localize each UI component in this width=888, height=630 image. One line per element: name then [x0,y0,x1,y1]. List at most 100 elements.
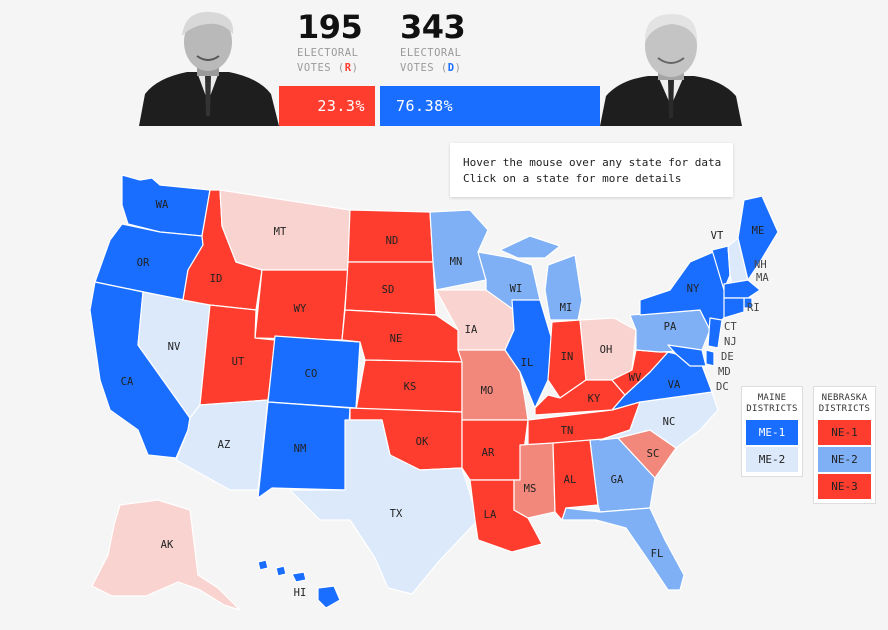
district-NE-3[interactable]: NE-3 [818,474,871,499]
republican-candidate-portrait [137,6,279,126]
maine-legend-title-line1: MAINE [757,393,787,403]
state-NJ[interactable] [707,317,723,349]
label-TX: TX [390,508,403,520]
label-AK: AK [161,539,174,551]
district-ME-1[interactable]: ME-1 [746,420,798,445]
nebraska-legend-title: NEBRASKA DISTRICTS [814,393,875,415]
state-MD[interactable] [667,344,707,367]
label-MS: MS [524,483,537,495]
district-NE-2[interactable]: NE-2 [818,447,871,472]
ev-label-line2: VOTES (R) [297,62,359,74]
label-OK: OK [416,436,429,448]
label-NH: NH [754,259,767,271]
state-NM[interactable] [257,401,351,499]
label-WI: WI [510,283,523,295]
party-tag-d: D [447,62,455,74]
label-DE: DE [721,351,734,363]
district-ME-2[interactable]: ME-2 [746,447,798,472]
label-ID: ID [210,273,223,285]
label-ME: ME [752,225,765,237]
label-MN: MN [450,256,463,268]
label-NM: NM [294,443,307,455]
state-AR[interactable] [461,419,529,481]
label-WV: WV [629,372,642,384]
label-VT: VT [711,230,724,242]
label-IA: IA [465,324,478,336]
state-labels: WA OR CA NV ID MT WY UT AZ CO NM ND SD N… [121,199,770,599]
label-RI: RI [747,302,760,314]
ev-label-line2: VOTES (D) [400,62,462,74]
nebraska-districts-legend: NEBRASKA DISTRICTS NE-1 NE-2 NE-3 [813,386,876,504]
label-CT: CT [724,321,737,333]
label-WY: WY [294,303,307,315]
state-MA[interactable] [723,279,761,299]
label-NY: NY [687,283,700,295]
label-GA: GA [611,474,624,486]
instruction-tooltip: Hover the mouse over any state for data … [450,143,733,197]
state-CT[interactable] [723,297,745,319]
nebraska-legend-title-line1: NEBRASKA [821,393,868,403]
party-tag-r: R [344,62,352,74]
label-OH: OH [600,344,613,356]
label-MI: MI [560,302,573,314]
republican-electoral-votes: 195 [297,8,363,46]
ev-label-votes: VOTES [297,62,332,74]
label-WA: WA [156,199,169,211]
state-HI[interactable] [257,559,341,609]
maine-legend-title: MAINE DISTRICTS [742,393,802,415]
label-AZ: AZ [218,439,231,451]
label-LA: LA [484,509,497,521]
state-DE[interactable] [705,349,715,367]
label-AR: AR [482,447,495,459]
label-NV: NV [168,341,181,353]
ev-label-line1: ELECTORAL [400,47,462,59]
democrat-electoral-votes: 343 [400,8,466,46]
republican-ev-label: ELECTORAL VOTES (R) [297,46,358,76]
label-KS: KS [404,381,417,393]
label-MT: MT [274,226,287,238]
label-SD: SD [382,284,395,296]
label-TN: TN [561,425,574,437]
ev-label-votes: VOTES [400,62,435,74]
state-TX[interactable] [289,419,479,595]
label-CO: CO [305,368,318,380]
label-DC: DC [716,381,729,393]
district-NE-1[interactable]: NE-1 [818,420,871,445]
label-NJ: NJ [724,336,737,348]
maine-legend-title-line2: DISTRICTS [746,404,798,414]
democrat-ev-label: ELECTORAL VOTES (D) [400,46,461,76]
state-MN[interactable] [429,209,489,291]
label-MO: MO [481,385,494,397]
label-IN: IN [561,351,574,363]
state-MS[interactable] [513,442,556,519]
democrat-candidate-portrait [600,6,742,126]
democrat-vote-share: 76.38% [396,97,454,115]
republican-vote-share: 23.3% [317,97,365,115]
label-MA: MA [756,272,769,284]
label-SC: SC [647,448,660,460]
label-NC: NC [663,416,676,428]
label-VA: VA [668,379,681,391]
label-CA: CA [121,376,134,388]
label-MD: MD [718,366,731,378]
label-PA: PA [664,321,677,333]
state-FL[interactable] [561,507,685,591]
democrat-vote-share-bar: 76.38% [380,86,600,126]
state-MI-up[interactable] [499,235,561,259]
tooltip-line-hover: Hover the mouse over any state for data [463,156,722,169]
maine-districts-legend: MAINE DISTRICTS ME-1 ME-2 [741,386,803,477]
label-UT: UT [232,356,245,368]
label-KY: KY [588,393,601,405]
state-AK[interactable] [91,499,241,611]
label-OR: OR [137,257,150,269]
label-NE: NE [390,333,403,345]
republican-vote-share-bar: 23.3% [279,86,375,126]
label-FL: FL [651,548,664,560]
nebraska-legend-title-line2: DISTRICTS [818,404,871,414]
tooltip-line-click: Click on a state for more details [463,172,682,185]
label-ND: ND [386,235,399,247]
label-IL: IL [521,357,534,369]
label-HI: HI [294,587,307,599]
label-AL: AL [564,474,577,486]
